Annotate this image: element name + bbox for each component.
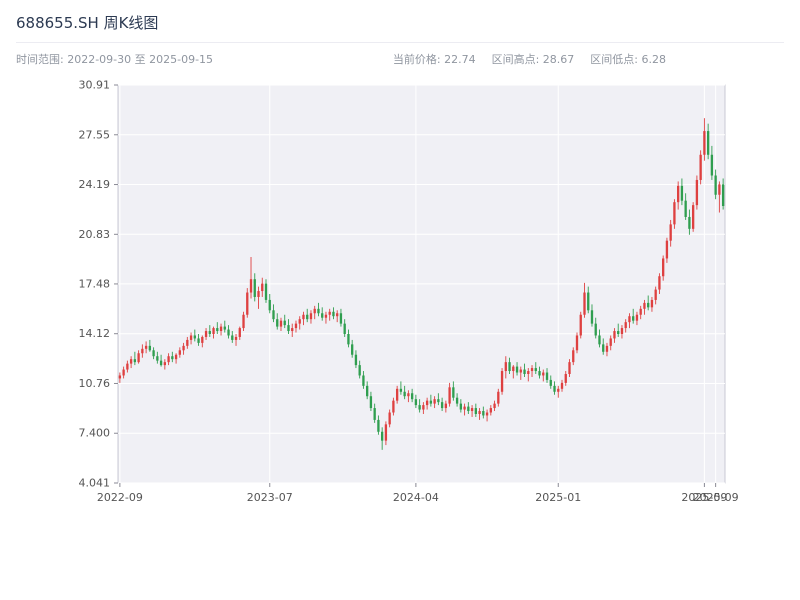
svg-text:17.48: 17.48 — [79, 277, 111, 290]
candlestick-chart: 30.91 27.55 24.19 20.83 17.48 14.12 10.76 7.400… — [79, 79, 739, 505]
svg-text:2025-09: 2025-09 — [681, 491, 727, 504]
svg-text:2025-09: 2025-09 — [693, 491, 739, 504]
page-title: 688655.SH 周K线图 — [16, 12, 784, 43]
y-axis-labels: 30.91 27.55 24.19 20.83 17.48 14.12 10.76 7.400… — [79, 79, 118, 490]
stats-group: 当前价格: 22.74 区间高点: 28.67 区间低点: 6.28 — [393, 51, 666, 67]
svg-text:27.55: 27.55 — [79, 128, 111, 141]
svg-text:30.91: 30.91 — [79, 79, 111, 92]
candles-layer — [118, 118, 725, 450]
svg-text:10.76: 10.76 — [79, 377, 111, 390]
stat-range-high: 区间高点: 28.67 — [491, 53, 575, 66]
stat-range-low: 区间低点: 6.28 — [590, 53, 666, 66]
svg-text:2024-04: 2024-04 — [393, 491, 439, 504]
svg-text:2025-01: 2025-01 — [535, 491, 581, 504]
svg-text:2023-07: 2023-07 — [247, 491, 293, 504]
stat-current-price: 当前价格: 22.74 — [392, 53, 476, 66]
svg-text:20.83: 20.83 — [79, 228, 111, 241]
subheader: 时间范围: 2022-09-30 至 2025-09-15 当前价格: 22.7… — [16, 43, 784, 67]
x-axis-labels: 2022-09 2023-07 2024-04 2025-01 2025-092025-… — [97, 483, 739, 504]
header: 688655.SH 周K线图 时间范围: 2022-09-30 至 2025-0… — [0, 0, 800, 75]
svg-text:14.12: 14.12 — [79, 327, 111, 340]
time-range-label: 时间范围: 2022-09-30 至 2025-09-15 — [16, 53, 214, 66]
svg-text:2022-09: 2022-09 — [97, 491, 143, 504]
svg-text:24.19: 24.19 — [79, 178, 111, 191]
svg-text:4.041: 4.041 — [79, 477, 111, 490]
svg-text:7.400: 7.400 — [79, 427, 111, 440]
